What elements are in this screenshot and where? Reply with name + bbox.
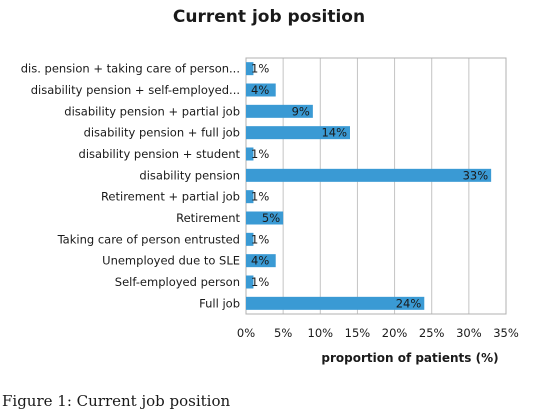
bar-value-label: 4% [251,254,269,268]
category-label: disability pension + student [79,147,241,161]
bars: 1% 4% 9% 14% 1% 33% 1% 5% 1% 4% 1% 24% [246,62,492,310]
bar [246,254,276,268]
category-label: dis. pension + taking care of person... [21,62,240,76]
plot-area-border [245,57,507,315]
x-tick-label: 35% [493,326,519,340]
x-tick-label: 25% [419,326,445,340]
bar [246,232,254,246]
figure-caption-text: Current job position [71,392,231,410]
category-label: Unemployed due to SLE [102,254,240,268]
figure-caption-label: Figure 1: [2,392,72,410]
x-tick-label: 10% [308,326,334,340]
x-axis-title: proportion of patients (%) [321,351,498,365]
bar-value-label: 5% [262,211,280,225]
bar [246,168,492,182]
category-label: disability pension + partial job [64,104,240,118]
x-tick-labels: 0% 5% 10% 15% 20% 25% 30% 35% [237,326,519,340]
category-labels: dis. pension + taking care of person... d… [21,62,241,311]
bar [246,296,425,310]
bar-value-label: 1% [251,147,269,161]
x-tick-label: 0% [237,326,255,340]
category-label: Self-employed person [115,275,240,289]
bar [246,275,254,289]
x-tick-label: 5% [274,326,292,340]
bar-value-label: 14% [321,126,347,140]
chart-title: Current job position [173,7,365,27]
bar-value-label: 1% [251,232,269,246]
bar [246,147,254,161]
bar [246,83,276,97]
x-tick-label: 30% [456,326,482,340]
category-label: disability pension + self-employed... [31,83,240,97]
category-label: Retirement [176,211,240,225]
bar [246,190,254,204]
category-label: Full job [199,296,240,310]
bar [246,126,350,140]
chart: Current job position 1%4%9%14%1%33%1%5%1… [21,7,519,365]
x-tick-label: 20% [382,326,408,340]
bar-value-label: 4% [251,83,269,97]
x-tick-label: 15% [345,326,371,340]
bar-value-label: 1% [251,62,269,76]
gridlines [282,58,470,314]
bar [246,62,254,76]
bar-value-label: 24% [396,296,422,310]
bar-value-label: 1% [251,275,269,289]
figure-caption: Figure 1: Current job position [2,392,230,410]
bar [246,104,313,118]
category-label: Retirement + partial job [101,190,240,204]
bar-value-label: 1% [251,190,269,204]
bar-value-label: 9% [292,104,310,118]
category-label: Taking care of person entrusted [57,232,240,246]
bar [246,211,284,225]
category-label: disability pension [139,168,240,182]
category-label: disability pension + full job [84,126,240,140]
bar-value-label: 33% [463,168,489,182]
